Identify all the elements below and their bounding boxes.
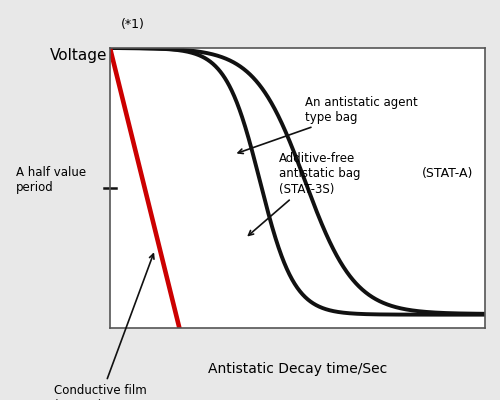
Text: An antistatic agent
type bag: An antistatic agent type bag bbox=[238, 96, 418, 154]
Text: Voltage: Voltage bbox=[50, 48, 107, 63]
Text: Conductive film
(STAT-B): Conductive film (STAT-B) bbox=[54, 254, 154, 400]
Text: Antistatic Decay time/Sec: Antistatic Decay time/Sec bbox=[208, 362, 387, 376]
Text: Additive-free
antistatic bag
(STAT-3S): Additive-free antistatic bag (STAT-3S) bbox=[248, 152, 360, 235]
Text: (*1): (*1) bbox=[121, 18, 145, 31]
Text: (STAT-A): (STAT-A) bbox=[422, 168, 473, 180]
Text: A half value
period: A half value period bbox=[16, 166, 86, 194]
